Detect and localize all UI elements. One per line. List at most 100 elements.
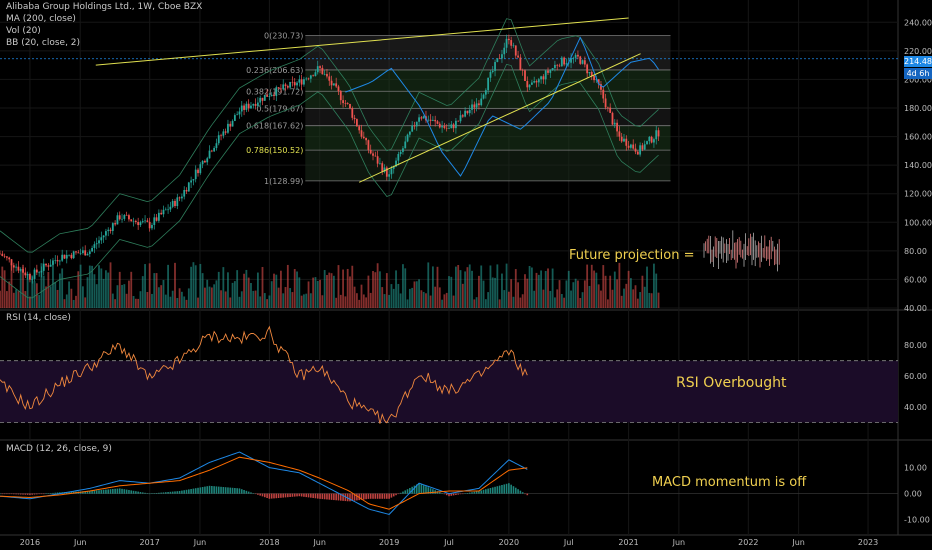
candle-body-173 xyxy=(397,154,400,161)
volume-bar-111 xyxy=(254,290,257,308)
candle-body-244 xyxy=(560,57,563,67)
candle-body-282 xyxy=(648,136,651,142)
volume-bar-28 xyxy=(63,299,66,308)
macd-hist-bar-100 xyxy=(229,487,232,494)
candle-body-186 xyxy=(427,119,430,121)
candle-body-126 xyxy=(289,81,292,88)
volume-bar-144 xyxy=(330,273,333,308)
candle-body-208 xyxy=(478,103,480,106)
macd-hist-bar-198 xyxy=(455,493,457,495)
volume-bar-55 xyxy=(125,293,128,308)
macd-hist-bar-102 xyxy=(234,488,236,494)
macd-hist-bar-192 xyxy=(441,493,443,494)
macd-hist-bar-107 xyxy=(245,490,248,494)
macd-hist-bar-211 xyxy=(485,489,487,494)
macd-hist-bar-129 xyxy=(296,493,298,497)
volume-bar-167 xyxy=(383,294,386,308)
rsi-line xyxy=(0,325,528,424)
fib-label-0: 0(230.73) xyxy=(264,32,303,41)
candle-body-156 xyxy=(358,126,361,131)
candle-body-262 xyxy=(602,89,605,99)
volume-bar-251 xyxy=(577,280,579,308)
candle-body-137 xyxy=(314,72,317,77)
macd-hist-bar-222 xyxy=(510,484,512,494)
candle-body-230 xyxy=(528,84,531,88)
fib-band-5 xyxy=(305,150,671,181)
macd-hist-bar-87 xyxy=(199,487,202,494)
volume-bar-109 xyxy=(250,282,252,308)
candle-body-217 xyxy=(498,58,501,59)
volume-bar-80 xyxy=(183,296,186,308)
macd-hist-bar-131 xyxy=(300,493,303,497)
macd-hist-bar-194 xyxy=(445,493,448,496)
volume-bar-103 xyxy=(236,270,239,308)
price-tick-label-4: 120.00 xyxy=(904,190,932,199)
candle-body-285 xyxy=(655,130,658,140)
macd-hist-bar-19 xyxy=(42,493,45,495)
x-tick-label-14: 2023 xyxy=(858,538,878,547)
volume-bar-42 xyxy=(95,284,98,308)
macd-hist-bar-14 xyxy=(31,493,34,495)
macd-hist-bar-128 xyxy=(293,493,296,497)
candle-body-252 xyxy=(579,56,582,64)
x-tick-label-8: 2020 xyxy=(499,538,519,547)
macd-hist-bar-98 xyxy=(224,487,227,494)
candle-body-283 xyxy=(650,136,653,143)
volume-bar-228 xyxy=(524,274,526,308)
x-tick-label-0: 2016 xyxy=(20,538,40,547)
volume-bar-248 xyxy=(570,290,572,308)
macd-hist-bar-40 xyxy=(91,490,93,494)
candle-body-254 xyxy=(583,60,586,65)
volume-bar-286 xyxy=(657,292,660,308)
volume-bar-190 xyxy=(436,266,439,308)
volume-bar-31 xyxy=(70,288,73,308)
volume-bar-168 xyxy=(385,273,388,308)
candle-body-276 xyxy=(634,148,637,152)
macd-hist-bar-130 xyxy=(298,493,301,497)
volume-bar-243 xyxy=(558,280,561,308)
candle-body-178 xyxy=(408,131,411,135)
macd-hist-bar-49 xyxy=(112,489,114,494)
candle-body-250 xyxy=(574,54,577,58)
volume-bar-66 xyxy=(151,293,153,308)
macd-momentum-note: MACD momentum is off xyxy=(652,475,807,490)
macd-hist-bar-3 xyxy=(6,493,8,495)
candle-body-99 xyxy=(227,123,229,133)
volume-bar-40 xyxy=(91,265,94,308)
volume-bar-268 xyxy=(616,279,618,308)
macd-hist-bar-197 xyxy=(452,493,455,496)
macd-hist-bar-24 xyxy=(54,492,57,494)
macd-hist-bar-148 xyxy=(339,493,342,501)
fib-label-2: 0.382(191.72) xyxy=(246,87,303,96)
volume-bar-249 xyxy=(572,282,575,308)
candle-body-174 xyxy=(399,151,402,155)
candle-body-62 xyxy=(141,221,144,223)
volume-bar-127 xyxy=(291,292,294,308)
candle-body-278 xyxy=(639,145,642,155)
volume-bar-159 xyxy=(365,297,368,308)
candle-body-199 xyxy=(457,120,460,122)
candle-body-11 xyxy=(24,272,27,276)
volume-bar-118 xyxy=(270,281,273,308)
macd-hist-bar-122 xyxy=(280,493,282,498)
candle-body-256 xyxy=(588,71,591,74)
volume-bar-128 xyxy=(293,269,296,308)
volume-bar-105 xyxy=(240,291,243,308)
macd-hist-bar-147 xyxy=(337,493,340,501)
candle-body-202 xyxy=(464,110,467,117)
macd-hist-bar-168 xyxy=(386,493,388,499)
candle-body-144 xyxy=(330,80,333,86)
macd-hist-bar-181 xyxy=(415,484,418,494)
volume-bar-229 xyxy=(526,278,529,308)
candle-body-231 xyxy=(530,82,533,85)
volume-bar-96 xyxy=(220,290,222,308)
volume-bar-189 xyxy=(434,286,437,308)
candle-body-147 xyxy=(337,86,340,92)
volume-bar-48 xyxy=(109,262,112,308)
volume-bar-100 xyxy=(229,297,232,308)
candle-body-112 xyxy=(256,102,259,106)
macd-hist-bar-45 xyxy=(102,489,105,494)
volume-bar-130 xyxy=(298,277,301,308)
